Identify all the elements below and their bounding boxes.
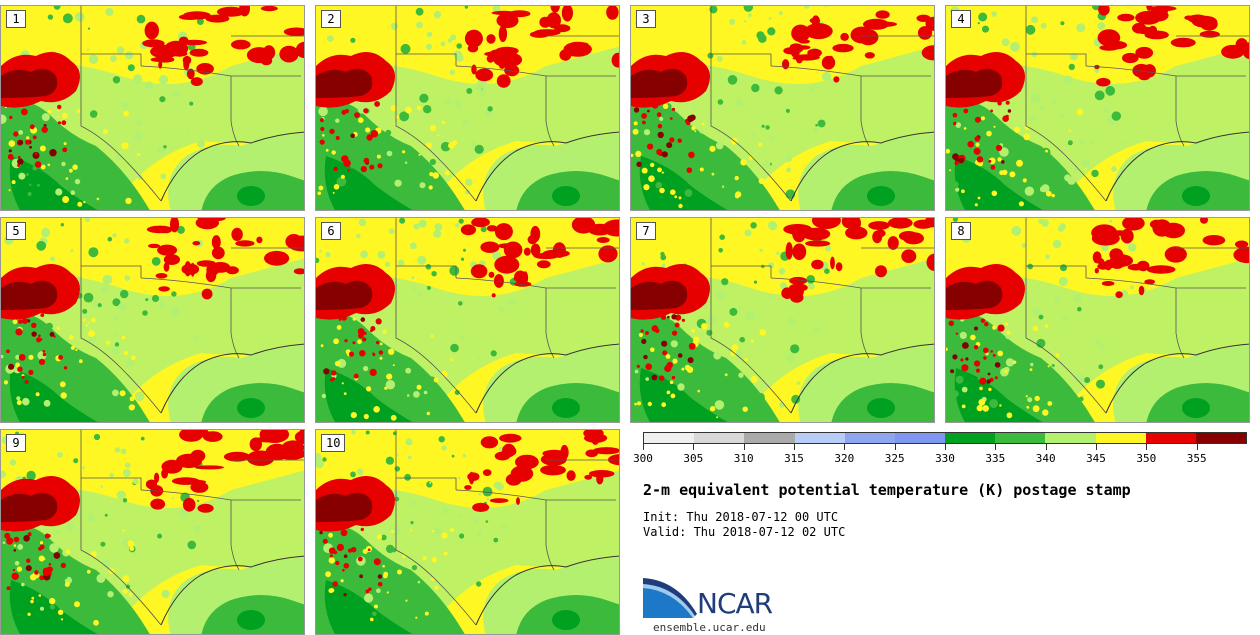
colorbar-segment — [1195, 433, 1247, 443]
chart-title: 2-m equivalent potential temperature (K)… — [643, 481, 1131, 499]
map-field — [1, 430, 304, 634]
panel-member-label: 7 — [636, 222, 656, 240]
map-panel: 3 — [630, 5, 935, 211]
colorbar-tick-label: 345 — [1086, 452, 1106, 465]
colorbar-tick — [794, 444, 795, 450]
site-url: ensemble.ucar.edu — [653, 621, 766, 634]
colorbar-tick-label: 305 — [683, 452, 704, 465]
colorbar-tick-label: 350 — [1136, 452, 1157, 465]
map-field — [316, 430, 619, 634]
map-panel: 2 — [315, 5, 620, 211]
colorbar-tick — [894, 444, 896, 450]
valid-time: Valid: Thu 2018-07-12 02 UTC — [643, 525, 846, 539]
map-panel: 10 — [315, 429, 620, 635]
colorbar-tick-label: 315 — [784, 452, 804, 465]
colorbar-segment — [1095, 433, 1146, 443]
colorbar-segment — [794, 433, 845, 443]
colorbar-segment — [995, 433, 1046, 443]
colorbar-tick-label: 355 — [1186, 452, 1207, 465]
panel-member-label: 5 — [6, 222, 26, 240]
colorbar-segment — [945, 433, 996, 443]
colorbar-segment — [894, 433, 946, 443]
panel-member-label: 3 — [636, 10, 656, 28]
map-panel: 7 — [630, 217, 935, 423]
logo-text: NCAR — [697, 587, 773, 620]
map-field — [631, 6, 934, 210]
map-field — [631, 218, 934, 422]
map-field — [946, 218, 1249, 422]
panel-member-label: 4 — [951, 10, 971, 28]
colorbar-tick — [643, 444, 644, 450]
colorbar-tick — [1196, 444, 1198, 450]
map-field — [1, 6, 304, 210]
panel-member-label: 1 — [6, 10, 26, 28]
colorbar-tick-label: 310 — [733, 452, 754, 465]
map-field — [316, 218, 619, 422]
colorbar-tick-label: 300 — [633, 452, 653, 465]
ncar-logo-icon — [643, 578, 697, 618]
colorbar — [643, 432, 1247, 444]
colorbar-tick-label: 330 — [935, 452, 955, 465]
map-panel: 5 — [0, 217, 305, 423]
colorbar-tick — [693, 444, 695, 450]
colorbar-segment — [644, 433, 695, 443]
colorbar-tick-label: 340 — [1035, 452, 1056, 465]
colorbar-tick — [995, 444, 997, 450]
colorbar-tick — [945, 444, 946, 450]
colorbar-segment — [694, 433, 745, 443]
map-panel: 1 — [0, 5, 305, 211]
panel-member-label: 8 — [951, 222, 971, 240]
colorbar-tick — [844, 444, 846, 450]
colorbar-tick — [1096, 444, 1097, 450]
colorbar-segment — [1045, 433, 1096, 443]
panel-member-label: 9 — [6, 434, 26, 452]
colorbar-tick — [1146, 444, 1148, 450]
colorbar-segment — [844, 433, 895, 443]
map-field — [1, 218, 304, 422]
colorbar-tick-label: 335 — [985, 452, 1006, 465]
map-panel: 9 — [0, 429, 305, 635]
map-panel: 8 — [945, 217, 1250, 423]
map-field — [316, 6, 619, 210]
map-field — [946, 6, 1249, 210]
colorbar-tick — [743, 444, 745, 450]
colorbar-segment — [1145, 433, 1196, 443]
panel-member-label: 10 — [321, 434, 346, 452]
colorbar-tick — [1045, 444, 1047, 450]
map-panel: 4 — [945, 5, 1250, 211]
map-panel: 6 — [315, 217, 620, 423]
colorbar-tick-label: 320 — [834, 452, 855, 465]
init-time: Init: Thu 2018-07-12 00 UTC — [643, 510, 839, 524]
colorbar-tick-label: 325 — [884, 452, 905, 465]
panel-member-label: 2 — [321, 10, 341, 28]
colorbar-segment — [744, 433, 795, 443]
panel-member-label: 6 — [321, 222, 341, 240]
